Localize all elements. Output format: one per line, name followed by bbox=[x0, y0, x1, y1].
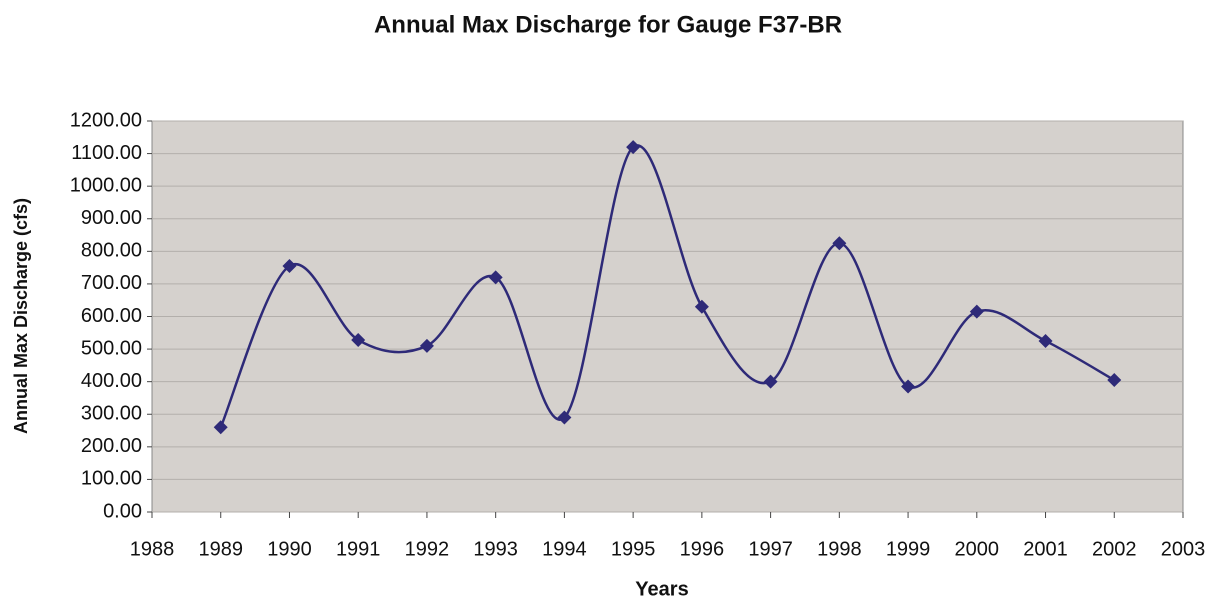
x-tick-label: 2000 bbox=[955, 538, 1000, 560]
x-tick-label: 1993 bbox=[473, 538, 518, 560]
y-tick-label: 900.00 bbox=[81, 207, 142, 229]
x-tick-label: 1996 bbox=[680, 538, 725, 560]
x-tick-label: 1998 bbox=[817, 538, 862, 560]
data-point bbox=[832, 236, 847, 251]
data-point bbox=[694, 299, 709, 314]
y-tick-label: 100.00 bbox=[81, 468, 142, 490]
x-tick-label: 2002 bbox=[1092, 538, 1137, 560]
y-tick-label: 1000.00 bbox=[70, 174, 142, 196]
x-tick-label: 2003 bbox=[1161, 538, 1206, 560]
y-tick-label: 800.00 bbox=[81, 240, 142, 262]
y-tick-label: 400.00 bbox=[81, 370, 142, 392]
data-point bbox=[419, 338, 434, 353]
data-point bbox=[488, 270, 503, 285]
chart-title: Annual Max Discharge for Gauge F37-BR bbox=[374, 11, 842, 38]
x-tick-label: 1988 bbox=[130, 538, 175, 560]
x-tick-label: 1990 bbox=[267, 538, 312, 560]
y-tick-label: 300.00 bbox=[81, 403, 142, 425]
x-tick-label: 1992 bbox=[405, 538, 450, 560]
x-tick-label: 1995 bbox=[611, 538, 656, 560]
data-line bbox=[219, 144, 1115, 428]
y-axis-label: Annual Max Discharge (cfs) bbox=[11, 198, 31, 434]
x-tick-label: 1994 bbox=[542, 538, 587, 560]
y-tick-label: 1200.00 bbox=[70, 109, 142, 131]
data-point bbox=[763, 374, 778, 389]
data-point bbox=[351, 332, 366, 347]
y-tick-label: 700.00 bbox=[81, 272, 142, 294]
x-tick-label: 1991 bbox=[336, 538, 381, 560]
x-tick-label: 2001 bbox=[1023, 538, 1068, 560]
data-point bbox=[626, 140, 641, 155]
x-tick-label: 1999 bbox=[886, 538, 931, 560]
y-tick-label: 200.00 bbox=[81, 435, 142, 457]
x-axis-label: Years bbox=[635, 578, 688, 600]
y-tick-label: 600.00 bbox=[81, 305, 142, 327]
data-point bbox=[213, 420, 228, 435]
data-point bbox=[1038, 333, 1053, 348]
y-tick-label: 0.00 bbox=[103, 500, 142, 522]
data-point bbox=[1107, 373, 1122, 388]
x-tick-label: 1997 bbox=[748, 538, 793, 560]
x-tick-label: 1989 bbox=[198, 538, 243, 560]
y-tick-label: 500.00 bbox=[81, 337, 142, 359]
y-tick-label: 1100.00 bbox=[71, 142, 142, 164]
data-point bbox=[282, 258, 297, 273]
data-point bbox=[557, 410, 572, 425]
data-point bbox=[969, 304, 984, 319]
data-point bbox=[901, 379, 916, 394]
